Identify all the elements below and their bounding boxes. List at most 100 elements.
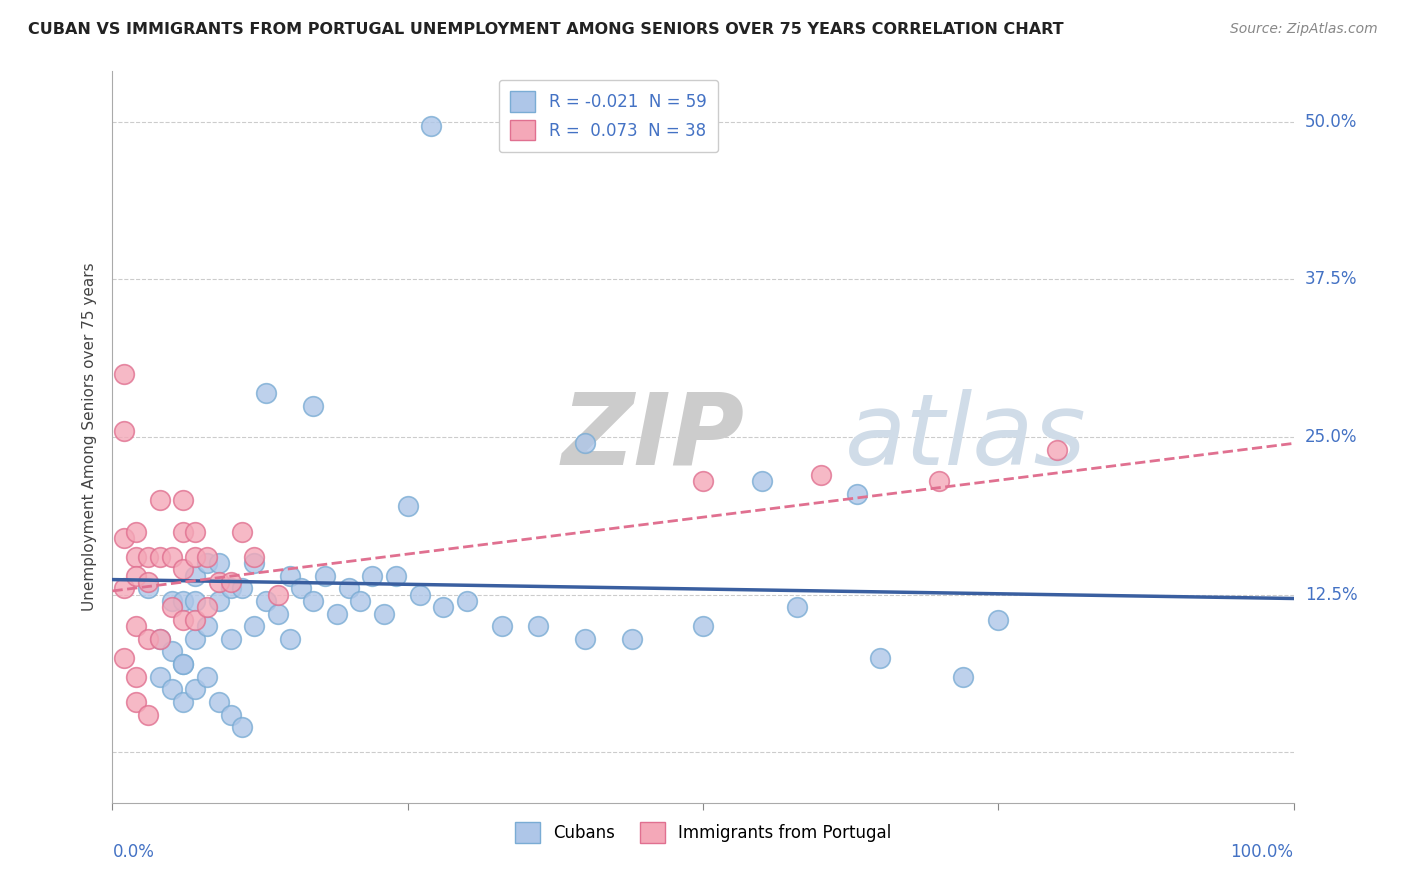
- Point: [786, 600, 808, 615]
- Point: [408, 588, 430, 602]
- Point: [172, 695, 194, 709]
- Point: [172, 524, 194, 539]
- Text: 25.0%: 25.0%: [1305, 428, 1357, 446]
- Point: [337, 582, 360, 596]
- Point: [160, 600, 183, 615]
- Point: [195, 556, 218, 570]
- Point: [184, 632, 207, 646]
- Point: [278, 569, 301, 583]
- Point: [231, 720, 253, 734]
- Text: atlas: atlas: [845, 389, 1087, 485]
- Point: [149, 632, 172, 646]
- Point: [231, 582, 253, 596]
- Text: ZIP: ZIP: [561, 389, 744, 485]
- Point: [172, 493, 194, 508]
- Point: [243, 556, 266, 570]
- Point: [267, 588, 290, 602]
- Point: [112, 650, 135, 665]
- Point: [160, 682, 183, 697]
- Text: Source: ZipAtlas.com: Source: ZipAtlas.com: [1230, 22, 1378, 37]
- Point: [184, 549, 207, 564]
- Point: [195, 670, 218, 684]
- Point: [361, 569, 384, 583]
- Point: [125, 524, 148, 539]
- Point: [254, 386, 277, 401]
- Point: [928, 474, 950, 488]
- Point: [243, 619, 266, 633]
- Point: [208, 556, 231, 570]
- Text: 37.5%: 37.5%: [1305, 270, 1357, 288]
- Point: [125, 549, 148, 564]
- Point: [219, 707, 242, 722]
- Point: [845, 487, 868, 501]
- Point: [208, 695, 231, 709]
- Point: [302, 399, 325, 413]
- Point: [172, 594, 194, 608]
- Point: [621, 632, 644, 646]
- Point: [149, 549, 172, 564]
- Point: [208, 575, 231, 590]
- Point: [172, 657, 194, 671]
- Point: [869, 650, 891, 665]
- Point: [160, 549, 183, 564]
- Point: [184, 524, 207, 539]
- Point: [112, 531, 135, 545]
- Point: [491, 619, 513, 633]
- Point: [326, 607, 349, 621]
- Point: [184, 682, 207, 697]
- Point: [184, 594, 207, 608]
- Point: [243, 549, 266, 564]
- Point: [125, 569, 148, 583]
- Point: [112, 582, 135, 596]
- Text: 12.5%: 12.5%: [1305, 586, 1357, 604]
- Point: [574, 632, 596, 646]
- Point: [302, 594, 325, 608]
- Point: [172, 613, 194, 627]
- Point: [172, 657, 194, 671]
- Point: [195, 619, 218, 633]
- Point: [373, 607, 395, 621]
- Point: [456, 594, 478, 608]
- Point: [184, 569, 207, 583]
- Point: [136, 632, 159, 646]
- Point: [751, 474, 773, 488]
- Point: [1046, 442, 1069, 457]
- Point: [219, 575, 242, 590]
- Point: [125, 670, 148, 684]
- Point: [254, 594, 277, 608]
- Point: [290, 582, 312, 596]
- Point: [172, 562, 194, 576]
- Text: CUBAN VS IMMIGRANTS FROM PORTUGAL UNEMPLOYMENT AMONG SENIORS OVER 75 YEARS CORRE: CUBAN VS IMMIGRANTS FROM PORTUGAL UNEMPL…: [28, 22, 1064, 37]
- Point: [149, 670, 172, 684]
- Point: [125, 695, 148, 709]
- Text: 50.0%: 50.0%: [1305, 112, 1357, 131]
- Point: [278, 632, 301, 646]
- Point: [987, 613, 1010, 627]
- Point: [396, 500, 419, 514]
- Point: [184, 613, 207, 627]
- Point: [136, 549, 159, 564]
- Point: [231, 524, 253, 539]
- Text: 0.0%: 0.0%: [112, 843, 155, 861]
- Point: [810, 467, 832, 482]
- Point: [574, 436, 596, 450]
- Point: [208, 594, 231, 608]
- Point: [267, 607, 290, 621]
- Point: [219, 632, 242, 646]
- Point: [385, 569, 408, 583]
- Point: [112, 424, 135, 438]
- Point: [692, 474, 714, 488]
- Point: [432, 600, 454, 615]
- Point: [136, 707, 159, 722]
- Legend: Cubans, Immigrants from Portugal: Cubans, Immigrants from Portugal: [508, 815, 898, 849]
- Point: [195, 600, 218, 615]
- Point: [136, 582, 159, 596]
- Point: [136, 575, 159, 590]
- Point: [149, 632, 172, 646]
- Point: [219, 582, 242, 596]
- Point: [526, 619, 548, 633]
- Y-axis label: Unemployment Among Seniors over 75 years: Unemployment Among Seniors over 75 years: [82, 263, 97, 611]
- Point: [349, 594, 371, 608]
- Point: [420, 119, 443, 133]
- Point: [160, 644, 183, 658]
